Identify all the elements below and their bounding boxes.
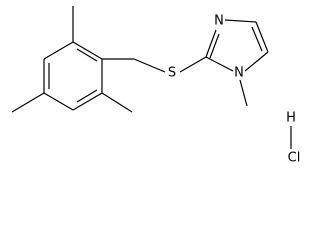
atom-label: S (168, 66, 176, 81)
atom-label: N (234, 66, 244, 81)
atom-label: N (214, 14, 224, 29)
atom-label: H (286, 111, 296, 126)
bonds (11, 6, 292, 149)
atom-label: Cl (288, 151, 301, 166)
molecule-diagram: S N N H Cl (11, 6, 301, 166)
